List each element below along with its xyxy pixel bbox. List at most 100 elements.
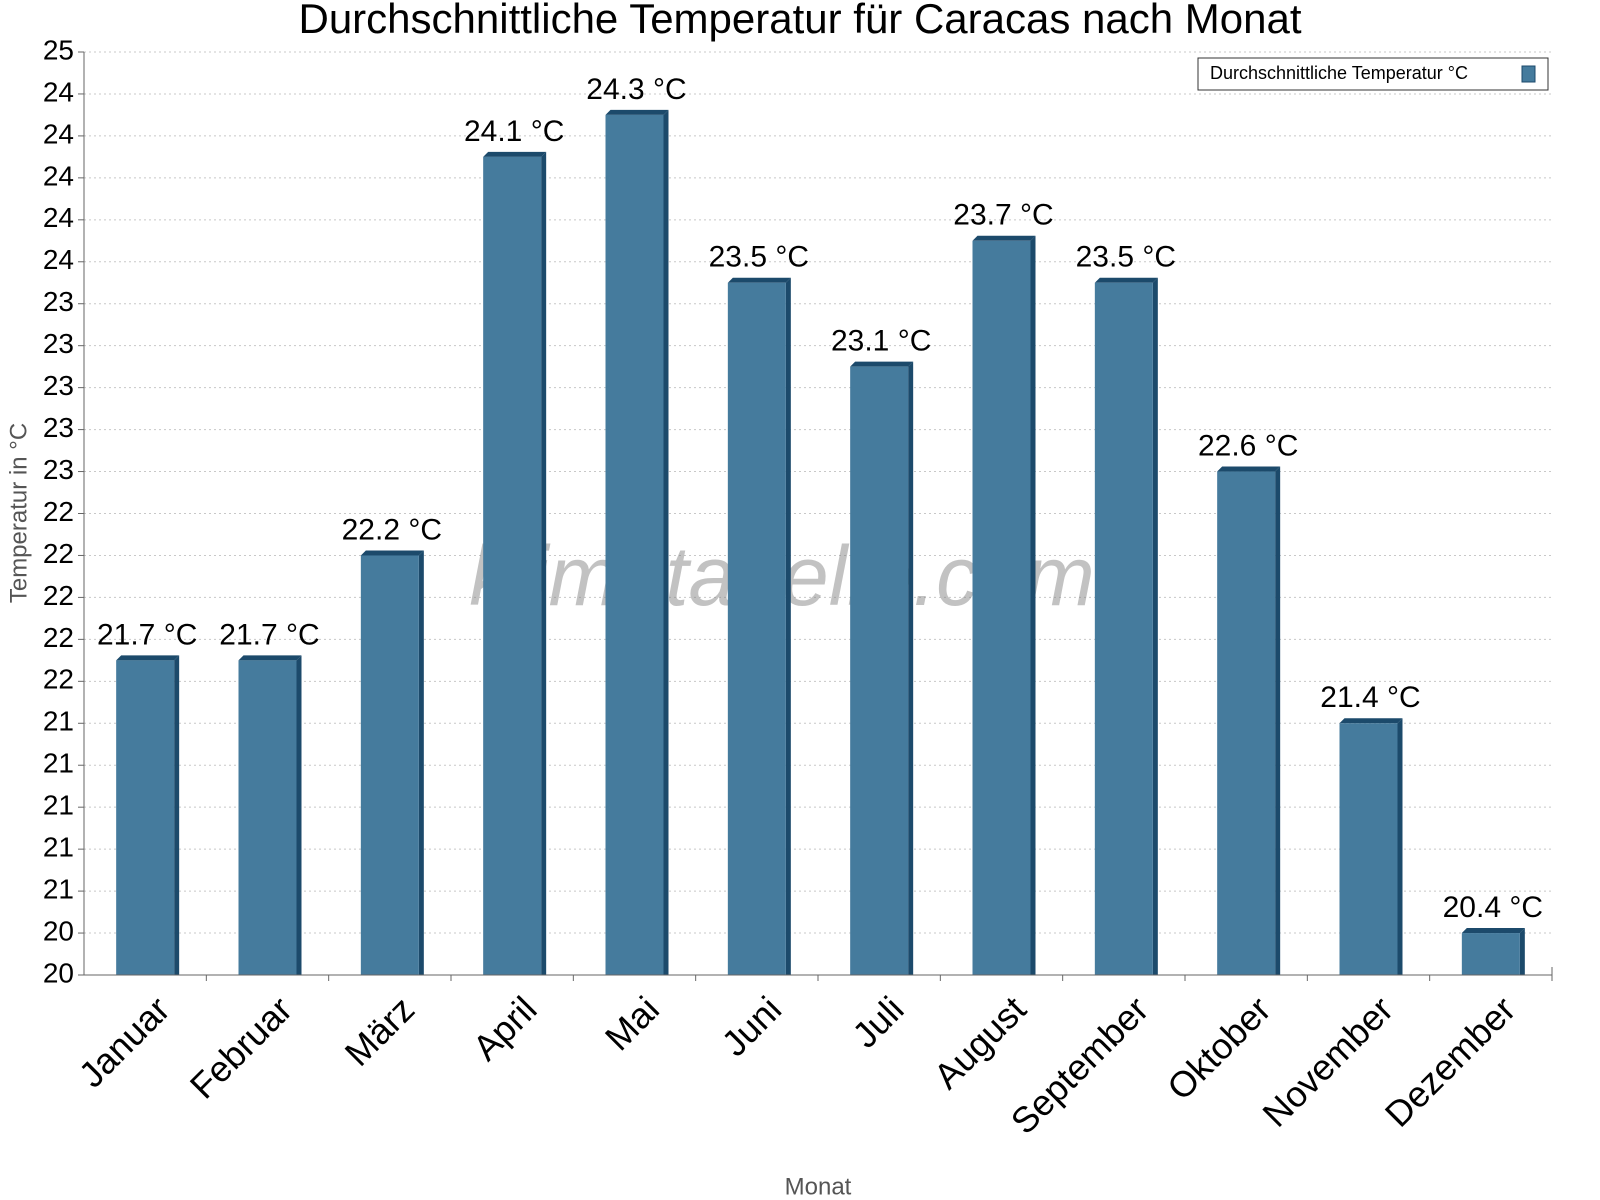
bar: [850, 361, 914, 976]
bar-face: [483, 156, 542, 976]
bar-face: [1217, 466, 1281, 472]
bar-face: [605, 109, 669, 115]
y-tick-label: 24: [43, 118, 74, 149]
bar-face: [1519, 928, 1525, 975]
y-tick-label: 22: [43, 496, 74, 527]
chart-title: Durchschnittliche Temperatur für Caracas…: [298, 0, 1301, 42]
x-tick-label: März: [337, 988, 423, 1074]
y-tick-label: 22: [43, 622, 74, 653]
bar: [116, 655, 180, 975]
y-tick-label: 24: [43, 202, 74, 233]
y-tick-label: 23: [43, 286, 74, 317]
data-label: 22.6 °C: [1198, 429, 1298, 462]
y-tick-label: 22: [43, 580, 74, 611]
y-tick-label: 23: [43, 454, 74, 485]
y-tick-label: 21: [43, 748, 74, 779]
x-axis-title: Monat: [785, 1173, 852, 1200]
y-axis-title: Temperatur in °C: [5, 423, 32, 603]
y-tick-label: 20: [43, 915, 74, 946]
data-label: 24.3 °C: [586, 73, 686, 106]
bar-face: [1094, 277, 1158, 283]
bar-face: [908, 361, 914, 976]
bar: [1461, 928, 1525, 975]
bar: [1094, 277, 1158, 975]
y-tick-label: 21: [43, 873, 74, 904]
bar-face: [850, 361, 914, 367]
y-tick-label: 25: [43, 34, 74, 65]
bar: [1217, 466, 1281, 975]
bar-face: [1461, 928, 1525, 934]
legend-swatch: [1521, 65, 1536, 83]
bar-face: [1275, 466, 1281, 975]
x-tick-label: November: [1254, 988, 1400, 1134]
bar-face: [727, 277, 791, 283]
bar-face: [238, 655, 302, 661]
bar-face: [296, 655, 302, 975]
y-tick-label: 24: [43, 244, 74, 275]
bar-face: [785, 277, 791, 975]
bar: [972, 235, 1036, 975]
y-tick-label: 23: [43, 412, 74, 443]
bar-face: [605, 114, 664, 975]
bar-face: [1152, 277, 1158, 975]
data-label: 23.5 °C: [1076, 241, 1176, 274]
y-tick-label: 23: [43, 328, 74, 359]
data-label: 23.5 °C: [709, 241, 809, 274]
data-label: 21.7 °C: [97, 618, 197, 651]
bar: [483, 151, 547, 976]
bar-face: [727, 282, 786, 975]
bar-face: [1217, 471, 1276, 975]
data-label: 22.2 °C: [342, 513, 442, 546]
y-tick-label: 24: [43, 76, 74, 107]
bar-face: [418, 550, 424, 975]
bar-face: [972, 235, 1036, 241]
bar: [605, 109, 669, 975]
bar-face: [1461, 933, 1520, 975]
bar-face: [360, 550, 424, 556]
bar-face: [360, 555, 419, 975]
bar-face: [174, 655, 180, 975]
bar: [1339, 718, 1403, 975]
bar-face: [541, 151, 547, 976]
bar-face: [1397, 718, 1403, 975]
x-tick-label: Februar: [182, 988, 300, 1106]
data-label: 21.7 °C: [219, 618, 319, 651]
y-tick-label: 22: [43, 538, 74, 569]
x-tick-label: August: [926, 988, 1034, 1096]
x-tick-label: April: [465, 988, 545, 1068]
y-tick-label: 20: [43, 957, 74, 988]
bar: [238, 655, 302, 975]
x-tick-label: Januar: [71, 988, 178, 1095]
bar-face: [238, 660, 297, 975]
bar-face: [116, 655, 180, 661]
bar-face: [850, 366, 909, 976]
legend-label: Durchschnittliche Temperatur °C: [1210, 63, 1468, 83]
legend-box: [1197, 57, 1549, 91]
bar-face: [663, 109, 669, 975]
bar-face: [1094, 282, 1153, 975]
bar-face: [116, 660, 175, 975]
data-label: 21.4 °C: [1320, 681, 1420, 714]
data-label: 23.1 °C: [831, 325, 931, 358]
y-tick-label: 24: [43, 160, 74, 191]
y-tick-label: 23: [43, 370, 74, 401]
bar-face: [483, 151, 547, 157]
data-label: 20.4 °C: [1443, 891, 1543, 924]
bar: [727, 277, 791, 975]
bar-face: [1339, 718, 1403, 724]
x-tick-label: Mai: [597, 988, 667, 1058]
bar: [360, 550, 424, 975]
x-tick-label: Juli: [844, 988, 911, 1055]
y-tick-label: 22: [43, 664, 74, 695]
y-tick-label: 21: [43, 706, 74, 737]
x-tick-label: Dezember: [1377, 988, 1523, 1134]
bar-face: [972, 240, 1031, 975]
data-label: 23.7 °C: [953, 199, 1053, 232]
y-tick-label: 21: [43, 790, 74, 821]
x-tick-label: Juni: [714, 988, 790, 1064]
bar-face: [1339, 723, 1398, 975]
x-tick-label: Oktober: [1159, 988, 1279, 1108]
data-label: 24.1 °C: [464, 115, 564, 148]
bar-face: [1030, 235, 1036, 975]
